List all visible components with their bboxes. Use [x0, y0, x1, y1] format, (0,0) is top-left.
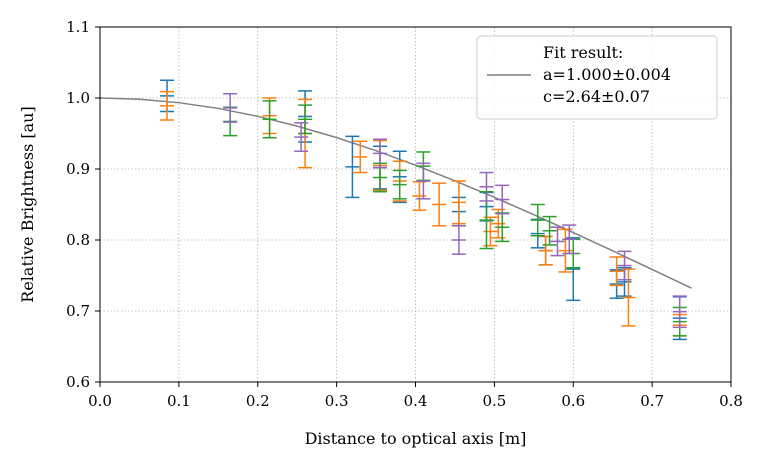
error-bar	[609, 256, 624, 287]
x-tick-label: 0.8	[719, 392, 743, 410]
error-bar	[495, 184, 510, 215]
error-bar	[294, 122, 309, 152]
x-tick-label: 0.1	[167, 392, 191, 410]
error-bar	[392, 169, 407, 200]
fit-curve-layer	[99, 97, 692, 289]
x-tick-label: 0.2	[246, 392, 270, 410]
error-bar	[298, 104, 313, 135]
error-bar	[412, 181, 427, 211]
x-tick-label: 0.6	[561, 392, 585, 410]
y-tick-label: 0.7	[66, 302, 90, 320]
error-bar	[617, 250, 632, 281]
error-bar	[416, 162, 431, 200]
error-bar	[621, 268, 636, 327]
y-axis-ticks: 0.6 0.7 0.8 0.9 1.0 1.1	[66, 18, 100, 391]
x-tick-label: 0.7	[640, 392, 664, 410]
x-tick-label: 0.3	[325, 392, 349, 410]
error-bar	[562, 224, 577, 255]
y-axis-title: Relative Brightness [au]	[18, 106, 37, 302]
error-bar	[432, 182, 447, 227]
legend: Fit result: a=1.000±0.004 c=2.64±0.07	[476, 35, 718, 120]
legend-box	[476, 35, 718, 120]
x-tick-label: 0.0	[88, 392, 112, 410]
error-bar	[262, 100, 277, 139]
error-bar	[451, 225, 466, 255]
error-bar	[223, 92, 238, 123]
error-bar	[558, 228, 573, 273]
error-bar	[353, 140, 368, 174]
error-bar-layer	[160, 79, 687, 341]
error-bar	[373, 138, 388, 169]
y-tick-label: 0.9	[66, 160, 90, 178]
error-bar	[160, 90, 175, 121]
legend-line-a: a=1.000±0.004	[543, 65, 671, 84]
error-bar	[530, 203, 545, 237]
error-bar	[345, 135, 360, 199]
x-tick-label: 0.4	[404, 392, 428, 410]
error-bar	[550, 226, 565, 257]
legend-title: Fit result:	[543, 43, 623, 62]
x-tick-label: 0.5	[482, 392, 506, 410]
y-tick-label: 0.6	[66, 373, 90, 391]
error-bar	[672, 295, 687, 329]
error-bar	[479, 171, 494, 202]
y-tick-label: 0.8	[66, 231, 90, 249]
error-bar	[542, 215, 557, 246]
x-axis-ticks: 0.0 0.1 0.2 0.3 0.4 0.5 0.6 0.7 0.8	[88, 382, 743, 410]
y-tick-label: 1.1	[66, 18, 90, 36]
legend-line-c: c=2.64±0.07	[543, 87, 650, 106]
y-tick-label: 1.0	[66, 89, 90, 107]
x-axis-title: Distance to optical axis [m]	[305, 429, 527, 448]
error-bar	[451, 180, 466, 225]
fit-curve	[99, 97, 692, 289]
